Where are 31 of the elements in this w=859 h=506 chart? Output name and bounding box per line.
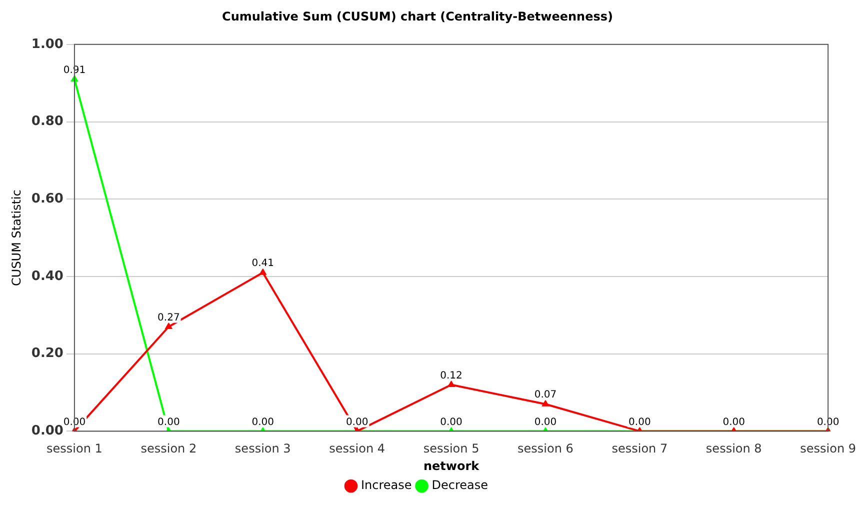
y-tick-label: 0.80: [31, 114, 64, 130]
y-tick-label: 0.20: [31, 346, 64, 362]
x-axis-title: network: [423, 458, 480, 473]
x-tick-label: session 7: [612, 442, 668, 456]
data-label: 0.00: [252, 416, 274, 428]
legend-label: Decrease: [432, 478, 488, 492]
data-label: 0.07: [534, 390, 557, 401]
x-tick-label: session 9: [800, 442, 856, 456]
data-label: 0.12: [440, 370, 462, 382]
y-tick-label: 0.40: [31, 268, 64, 284]
data-label: 0.00: [534, 416, 557, 428]
x-tick-label: session 5: [423, 442, 480, 456]
chart-title: Cumulative Sum (CUSUM) chart (Centrality-Betweenness): [222, 9, 613, 24]
x-tick-label: session 1: [46, 442, 102, 456]
data-label: 0.00: [722, 416, 745, 428]
x-tick-label: session 8: [706, 442, 762, 456]
data-label: 0.00: [346, 416, 368, 428]
x-tick-label: session 6: [518, 442, 574, 456]
legend-label: Increase: [360, 478, 412, 492]
y-tick-label: 1.00: [31, 36, 64, 52]
y-tick-label: 0.00: [31, 424, 64, 439]
data-label: 0.41: [252, 258, 274, 270]
x-tick-label: session 3: [234, 442, 291, 456]
y-axis-title: CUSUM Statistic: [9, 190, 24, 286]
data-label: 0.00: [628, 416, 651, 428]
y-tick-label: 0.60: [31, 191, 64, 206]
x-tick-label: session 4: [329, 442, 386, 456]
data-label: 0.27: [158, 312, 180, 324]
data-label: 0.00: [440, 416, 462, 428]
x-tick-label: session 2: [140, 442, 197, 456]
data-label: 0.00: [158, 416, 180, 428]
